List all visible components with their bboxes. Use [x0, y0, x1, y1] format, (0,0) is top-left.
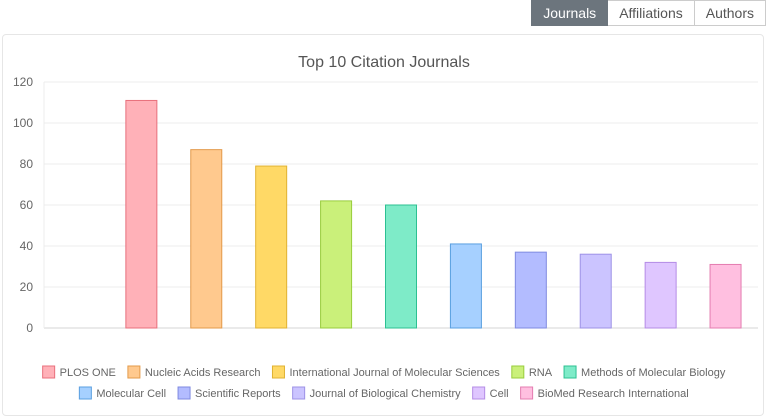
bar[interactable]: [709, 263, 742, 329]
bar[interactable]: [644, 261, 677, 329]
legend-swatch[interactable]: [520, 386, 534, 400]
bar[interactable]: [125, 99, 158, 329]
legend: PLOS ONE Nucleic Acids Research Internatio…: [42, 365, 726, 400]
bar[interactable]: [579, 253, 612, 329]
legend-swatch[interactable]: [271, 365, 285, 379]
y-tick-label: 60: [20, 198, 34, 212]
legend-label[interactable]: RNA: [529, 367, 553, 379]
legend-label[interactable]: Molecular Cell: [96, 388, 166, 400]
y-tick-label: 20: [20, 280, 34, 294]
y-tick-label: 120: [13, 75, 33, 89]
bar[interactable]: [190, 149, 223, 329]
legend-label[interactable]: BioMed Research International: [538, 388, 689, 400]
legend-label[interactable]: Cell: [490, 388, 509, 400]
bar[interactable]: [514, 251, 547, 329]
legend-label[interactable]: Methods of Molecular Biology: [581, 367, 726, 379]
y-axis: 0 20 40 60 80 100 120: [13, 75, 33, 335]
legend-swatch[interactable]: [511, 365, 525, 379]
chart-title: Top 10 Citation Journals: [298, 54, 470, 71]
tab-authors[interactable]: Authors: [694, 0, 766, 26]
legend-swatch[interactable]: [42, 365, 56, 379]
legend-label[interactable]: PLOS ONE: [60, 367, 116, 379]
legend-label[interactable]: International Journal of Molecular Scien…: [289, 367, 500, 379]
y-tick-label: 40: [20, 239, 34, 253]
legend-label[interactable]: Journal of Biological Chemistry: [310, 388, 462, 400]
y-tick-label: 80: [20, 157, 34, 171]
y-tick-label: 100: [13, 116, 33, 130]
legend-label[interactable]: Scientific Reports: [195, 388, 281, 400]
bar[interactable]: [255, 165, 288, 329]
view-tabs: Journals Affiliations Authors: [531, 0, 766, 26]
bar[interactable]: [385, 204, 417, 329]
bars: [125, 99, 742, 329]
bar[interactable]: [449, 243, 482, 329]
tab-affiliations[interactable]: Affiliations: [608, 0, 695, 26]
y-tick-label: 0: [26, 321, 33, 335]
legend-swatch[interactable]: [472, 386, 486, 400]
tab-journals[interactable]: Journals: [531, 0, 609, 26]
legend-label[interactable]: Nucleic Acids Research: [145, 367, 261, 379]
legend-swatch[interactable]: [78, 386, 92, 400]
bar[interactable]: [320, 200, 353, 329]
legend-swatch[interactable]: [177, 386, 191, 400]
legend-swatch[interactable]: [127, 365, 141, 379]
legend-swatch[interactable]: [563, 365, 577, 379]
legend-swatch[interactable]: [292, 386, 306, 400]
